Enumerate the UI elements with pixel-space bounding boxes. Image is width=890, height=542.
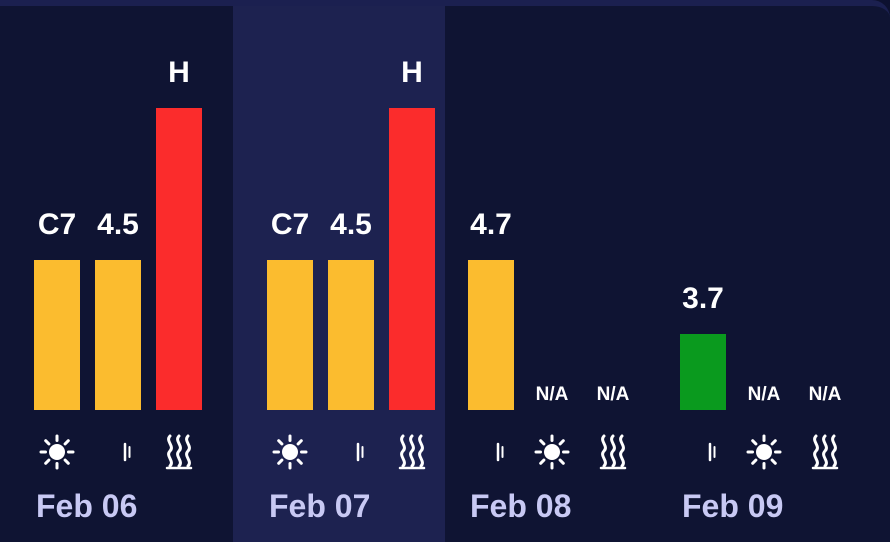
forecast-bar	[156, 108, 202, 410]
day-column[interactable]: 4.7 N/A N/A Feb 08	[434, 6, 646, 542]
forecast-bar	[468, 260, 514, 410]
day-date-label: Feb 09	[682, 488, 784, 524]
forecast-bar	[680, 334, 726, 410]
sun-icon	[741, 429, 787, 475]
sun-icon	[267, 429, 313, 475]
not-available-label: N/A	[747, 384, 781, 405]
bar-value-label: 4.5	[97, 208, 139, 241]
moon-icon	[680, 429, 726, 475]
day-column[interactable]: C7 4.5 H Feb 06	[0, 6, 212, 542]
day-column[interactable]: C7 4.5 H Feb 07	[233, 6, 445, 542]
sun-icon	[529, 429, 575, 475]
moon-icon	[328, 429, 374, 475]
forecast-bar	[95, 260, 141, 410]
bar-value-label: H	[168, 56, 190, 89]
heat-icon	[590, 429, 636, 475]
day-date-label: Feb 07	[269, 488, 371, 524]
bar-value-label: 3.7	[682, 282, 724, 315]
bar-value-label: H	[401, 56, 423, 89]
day-column[interactable]: 3.7 N/A N/A Feb 09	[646, 6, 858, 542]
day-date-label: Feb 08	[470, 488, 572, 524]
not-available-label: N/A	[535, 384, 569, 405]
forecast-bar	[267, 260, 313, 410]
heat-icon	[802, 429, 848, 475]
moon-icon	[95, 429, 141, 475]
bar-value-label: C7	[270, 208, 310, 241]
not-available-label: N/A	[596, 384, 630, 405]
not-available-label: N/A	[808, 384, 842, 405]
forecast-bar	[389, 108, 435, 410]
forecast-bar	[34, 260, 80, 410]
bar-value-label: C7	[37, 208, 77, 241]
bar-value-label: 4.7	[470, 208, 512, 241]
day-date-label: Feb 06	[36, 488, 138, 524]
sun-icon	[34, 429, 80, 475]
heat-icon	[389, 429, 435, 475]
forecast-bar	[328, 260, 374, 410]
heat-icon	[156, 429, 202, 475]
bar-value-label: 4.5	[330, 208, 372, 241]
moon-icon	[468, 429, 514, 475]
